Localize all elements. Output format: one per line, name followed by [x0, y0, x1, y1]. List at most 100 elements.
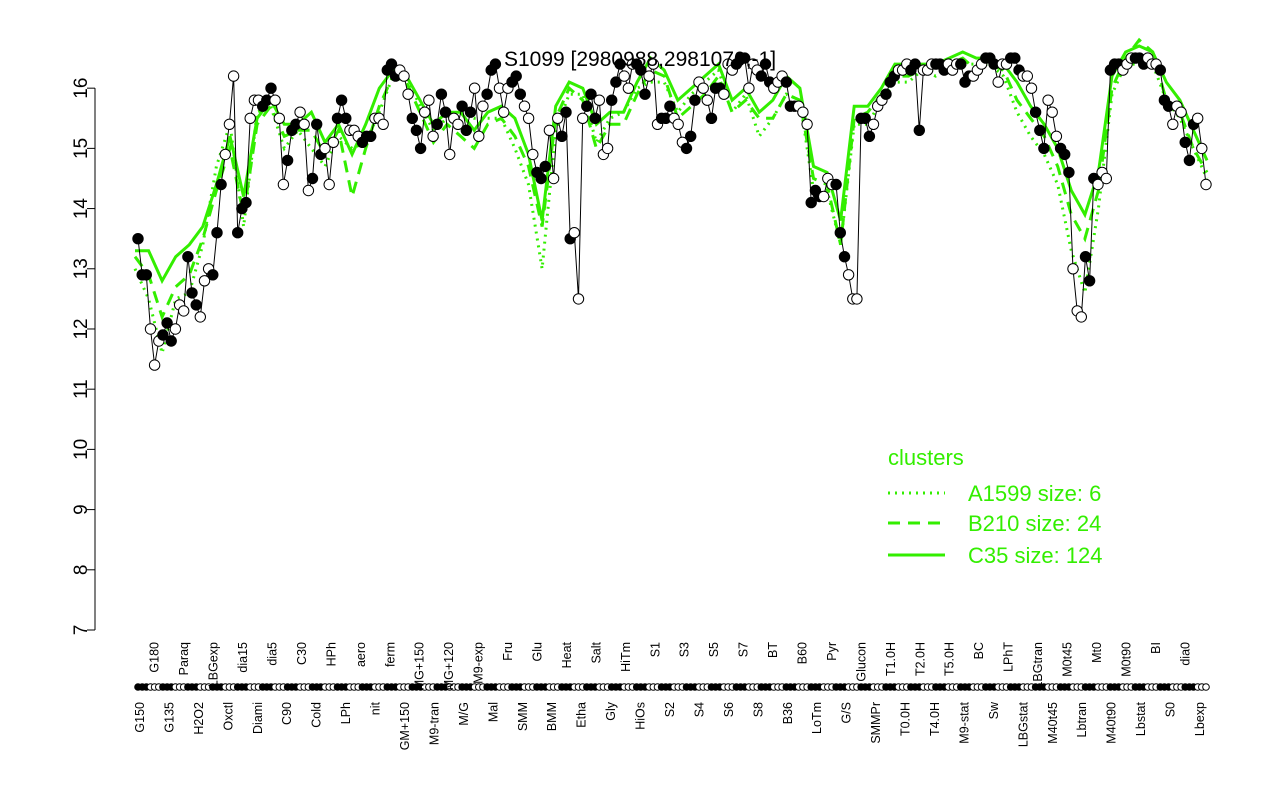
y-tick-label: 15	[71, 138, 92, 159]
sample-point	[464, 106, 477, 118]
sample-point	[1100, 172, 1113, 185]
sample-point	[302, 184, 315, 197]
x-tick-label: HPh	[324, 642, 338, 666]
sample-point	[589, 112, 601, 125]
x-marker	[1202, 683, 1210, 691]
sample-point	[838, 251, 851, 263]
sample-point	[1192, 112, 1204, 125]
sample-point	[685, 130, 697, 143]
sample-point	[319, 142, 331, 155]
sample-point	[340, 112, 352, 125]
x-tick-label: BC	[972, 642, 986, 659]
sample-point	[1025, 82, 1038, 94]
sample-point	[572, 293, 585, 305]
sample-point	[277, 178, 290, 191]
x-tick-label: Paraq	[177, 642, 191, 675]
sample-point	[1029, 106, 1042, 118]
x-tick-label: HiOs	[634, 702, 648, 730]
sample-point	[510, 70, 522, 82]
x-tick-label: T2.0H	[913, 642, 927, 676]
x-tick-label: BI	[1149, 642, 1163, 654]
sample-point	[568, 227, 580, 239]
sample-point	[398, 70, 410, 82]
y-tick-label: 13	[71, 258, 92, 279]
x-tick-label: Mt0	[1090, 642, 1104, 663]
sample-point	[419, 106, 431, 118]
y-tick-label: 8	[71, 565, 92, 576]
sample-point	[539, 160, 551, 173]
y-axis: 7 8 9 10 11 12 13 14 15 16	[71, 78, 96, 636]
sample-point	[456, 100, 468, 112]
x-tick-label: C30	[295, 642, 309, 665]
x-tick-label: G/S	[840, 702, 854, 724]
x-tick-label: S0	[1164, 702, 1178, 717]
x-tick-label: ferm	[383, 642, 397, 667]
sample-point	[232, 227, 244, 239]
sample-point	[535, 172, 547, 185]
x-tick-label: H2O2	[192, 702, 206, 735]
sample-point	[697, 82, 709, 94]
x-tick-label: S6	[722, 702, 736, 717]
sample-point	[514, 88, 526, 100]
sample-point	[311, 118, 323, 131]
sample-point	[410, 124, 423, 137]
sample-point	[165, 335, 177, 347]
sample-point	[460, 124, 472, 137]
x-tick-label: Lbstat	[1134, 701, 1148, 736]
sample-point	[452, 118, 464, 131]
sample-profile	[132, 52, 1212, 371]
sample-point	[327, 136, 339, 149]
sample-point	[178, 305, 190, 317]
sample-point	[601, 142, 614, 155]
x-tick-label: LoTm	[810, 702, 824, 734]
legend-entry: C35 size: 124	[968, 543, 1103, 568]
sample-point	[622, 82, 635, 94]
sample-point	[689, 94, 701, 106]
y-tick-label: 9	[71, 504, 92, 515]
sample-point	[481, 88, 493, 100]
x-tick-label: M9-tran	[427, 702, 441, 745]
sample-point	[468, 82, 481, 94]
x-tick-label: T0.0H	[899, 702, 913, 736]
sample-point	[518, 100, 531, 112]
sample-point	[577, 112, 589, 125]
x-tick-label: SMMPr	[869, 702, 883, 744]
sample-point	[743, 82, 755, 94]
sample-point	[801, 118, 813, 131]
sample-point	[406, 112, 418, 125]
sample-point	[377, 118, 389, 131]
y-tick-label: 7	[71, 625, 92, 636]
sample-point	[955, 58, 967, 70]
x-tick-label: S3	[678, 642, 692, 657]
x-tick-label: M0t45	[1061, 642, 1075, 677]
sample-point	[664, 100, 676, 112]
sample-point	[863, 130, 876, 143]
sample-point	[759, 58, 772, 70]
sample-point	[265, 82, 277, 94]
sample-point	[489, 58, 502, 70]
sample-point	[830, 178, 842, 191]
sample-point	[281, 154, 294, 167]
sample-point	[227, 70, 240, 82]
sample-point	[992, 76, 1004, 88]
sample-point	[211, 227, 223, 239]
sample-point	[157, 329, 169, 341]
x-tick-label: M40t90	[1105, 702, 1119, 744]
sample-point	[215, 178, 227, 191]
cluster-line-C35	[135, 44, 1209, 285]
x-tick-label: T4.0H	[928, 702, 942, 736]
sample-point	[423, 94, 435, 106]
cluster-lines	[133, 37, 1209, 354]
x-tick-label: M0t90	[1119, 642, 1133, 677]
sample-point	[1167, 118, 1179, 131]
legend-title: clusters	[888, 445, 964, 470]
sample-point	[1092, 178, 1104, 191]
sample-point	[556, 130, 568, 143]
y-tick-label: 10	[71, 439, 92, 460]
sample-point	[269, 94, 281, 106]
sample-point	[439, 106, 452, 118]
x-tick-label: M/G	[457, 702, 471, 726]
sample-point	[1083, 275, 1096, 287]
y-tick-label: 14	[71, 198, 92, 220]
